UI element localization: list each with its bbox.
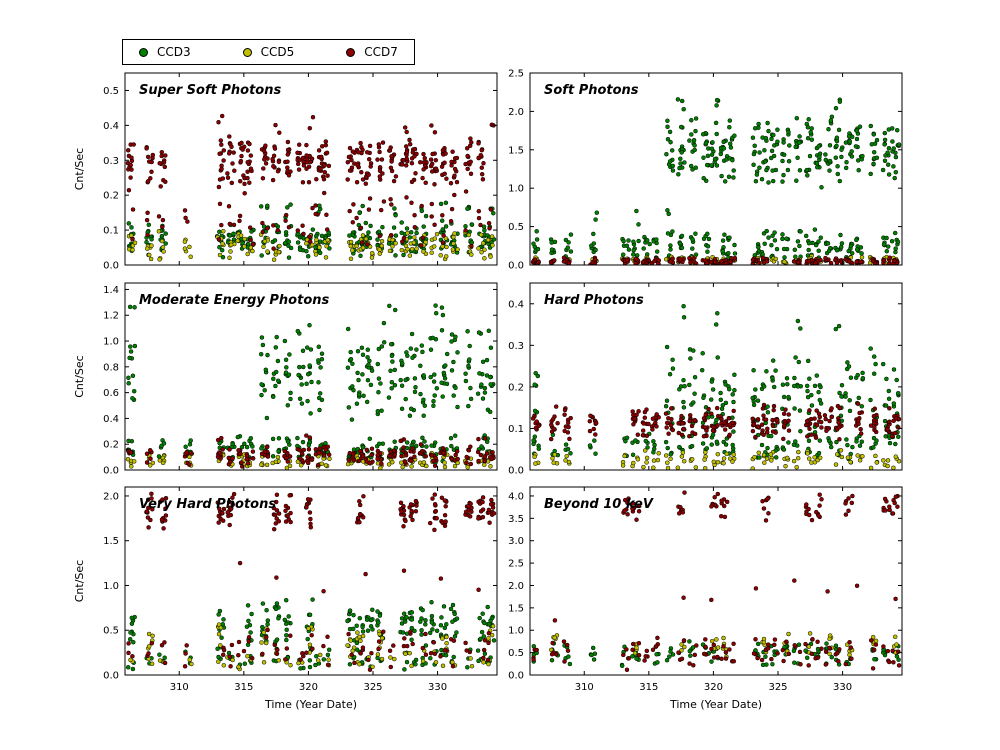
- y-tick-label: 1.0: [103, 337, 119, 348]
- panel-moderate-energy-photons: 0.0 0.2 0.4 0.6 0.8 1.0 1.2 1.4 Moderate Energy …: [73, 282, 498, 477]
- y-tick-label: 2.5: [508, 559, 524, 570]
- axes-frame: [529, 282, 903, 471]
- y-tick-label: 0.6: [103, 388, 119, 399]
- x-tick-label: 310: [575, 682, 594, 693]
- x-tick-label: 315: [234, 682, 253, 693]
- x-tick-label: 330: [833, 682, 852, 693]
- panel-title: Super Soft Photons: [139, 83, 281, 98]
- y-tick-label: 0.3: [103, 156, 119, 167]
- y-tick-label: 0.5: [508, 648, 524, 659]
- scatter-points: [125, 491, 497, 672]
- axes-frame: [124, 486, 498, 676]
- y-tick-label: 1.4: [103, 285, 119, 296]
- y-tick-label: 0.5: [508, 222, 524, 233]
- y-tick-label: 0.4: [508, 299, 524, 310]
- y-tick-label: 1.0: [508, 626, 524, 637]
- panel-title: Soft Photons: [544, 83, 639, 98]
- x-axis-label: Time (Year Date): [264, 698, 357, 711]
- panel-hard-photons: 0.0 0.1 0.2 0.3 0.4 Hard Photons: [508, 282, 903, 477]
- panel-beyond-10-kev: 310 315 320 325 330 0.0 0.5 1.0 1.5 2.0 2.5 3.0 3.5 4…: [508, 486, 903, 711]
- axes-frame: [124, 72, 498, 266]
- legend-label-ccd3: CCD3: [157, 45, 191, 59]
- y-tick-label: 2.5: [508, 69, 524, 80]
- axes-frame: [529, 72, 903, 266]
- y-tick-label: 1.5: [103, 536, 119, 547]
- y-tick-label: 2.0: [508, 581, 524, 592]
- legend-label-ccd7: CCD7: [364, 45, 398, 59]
- panel-very-hard-photons: 310 315 320 325 330 0.0 0.5 1.0 1.5 2.0 Very Hard …: [73, 486, 498, 711]
- y-tick-label: 0.0: [103, 466, 119, 477]
- y-axis-label: Cnt/Sec: [73, 560, 86, 602]
- x-tick-label: 325: [768, 682, 787, 693]
- ccd7-marker-icon: [346, 47, 356, 57]
- y-tick-label: 0.2: [103, 440, 119, 451]
- x-tick-label: 320: [299, 682, 318, 693]
- panel-soft-photons: 0.0 0.5 1.0 1.5 2.0 2.5 Soft Photons: [508, 69, 903, 272]
- y-tick-label: 0.0: [508, 671, 524, 682]
- y-tick-label: 2.0: [103, 491, 119, 502]
- y-tick-label: 0.0: [508, 261, 524, 272]
- scatter-points: [530, 303, 902, 470]
- y-axis-label: Cnt/Sec: [73, 148, 86, 190]
- y-tick-label: 1.5: [508, 145, 524, 156]
- legend-item-ccd3: CCD3: [139, 45, 191, 59]
- y-tick-label: 0.5: [103, 626, 119, 637]
- panel-title: Moderate Energy Photons: [139, 293, 330, 308]
- y-tick-label: 1.2: [103, 311, 119, 322]
- y-tick-label: 3.0: [508, 536, 524, 547]
- legend-item-ccd7: CCD7: [346, 45, 398, 59]
- axes-frame: [529, 486, 903, 676]
- y-axis-label: Cnt/Sec: [73, 355, 86, 397]
- y-tick-label: 2.0: [508, 107, 524, 118]
- scatter-points: [530, 97, 902, 265]
- panel-super-soft-photons: 0.0 0.1 0.2 0.3 0.4 0.5 Super Soft Photons Cnt/…: [73, 72, 498, 272]
- y-tick-label: 0.0: [103, 671, 119, 682]
- panel-title: Beyond 10 keV: [544, 497, 654, 512]
- y-tick-label: 0.1: [508, 424, 524, 435]
- y-tick-label: 4.0: [508, 491, 524, 502]
- y-tick-label: 0.4: [103, 121, 119, 132]
- x-tick-label: 330: [428, 682, 447, 693]
- panel-title: Hard Photons: [544, 293, 644, 308]
- scatter-points: [531, 490, 902, 673]
- legend-item-ccd5: CCD5: [242, 45, 295, 59]
- scatter-points: [125, 113, 497, 262]
- x-axis-label: Time (Year Date): [669, 698, 762, 711]
- x-tick-label: 325: [363, 682, 382, 693]
- legend-label-ccd5: CCD5: [260, 45, 295, 59]
- legend: CCD3 CCD5 CCD7: [122, 39, 415, 65]
- x-tick-label: 315: [639, 682, 658, 693]
- y-tick-label: 0.2: [508, 382, 524, 393]
- ccd5-marker-icon: [242, 47, 252, 57]
- y-tick-label: 0.0: [103, 261, 119, 272]
- y-tick-label: 0.8: [103, 362, 119, 373]
- y-tick-label: 0.4: [103, 414, 119, 425]
- x-tick-label: 310: [170, 682, 189, 693]
- y-tick-label: 0.3: [508, 341, 524, 352]
- axes-frame: [124, 282, 498, 471]
- y-tick-label: 1.5: [508, 603, 524, 614]
- ccd3-marker-icon: [139, 47, 148, 57]
- scatter-points: [125, 303, 496, 470]
- y-tick-label: 3.5: [508, 514, 524, 525]
- x-tick-label: 320: [704, 682, 723, 693]
- y-tick-label: 1.0: [103, 581, 119, 592]
- panel-title: Very Hard Photons: [139, 497, 276, 512]
- y-tick-label: 0.0: [508, 466, 524, 477]
- y-tick-label: 1.0: [508, 184, 524, 195]
- y-tick-label: 0.2: [103, 191, 119, 202]
- y-tick-label: 0.1: [103, 226, 119, 237]
- y-tick-label: 0.5: [103, 86, 119, 97]
